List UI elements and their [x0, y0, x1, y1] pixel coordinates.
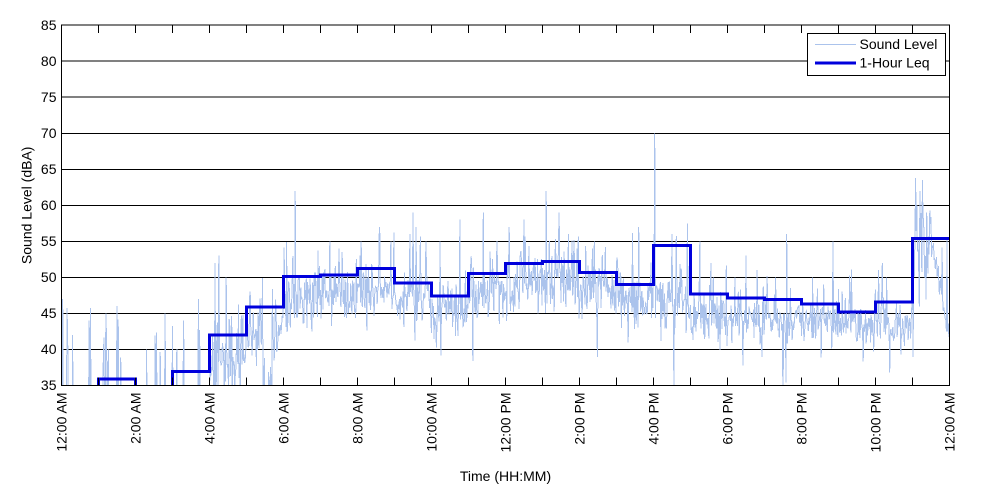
svg-text:60: 60 [41, 197, 57, 213]
svg-text:Sound Level (dBA): Sound Level (dBA) [19, 147, 35, 265]
svg-text:4:00 PM: 4:00 PM [645, 393, 661, 445]
svg-text:35: 35 [41, 377, 57, 393]
svg-text:6:00 PM: 6:00 PM [719, 393, 735, 445]
svg-text:55: 55 [41, 233, 57, 249]
svg-text:6:00 AM: 6:00 AM [275, 393, 291, 444]
svg-text:80: 80 [41, 53, 57, 69]
svg-text:12:00 AM: 12:00 AM [53, 393, 69, 452]
svg-text:75: 75 [41, 89, 57, 105]
svg-text:65: 65 [41, 161, 57, 177]
svg-text:Time (HH:MM): Time (HH:MM) [460, 468, 551, 484]
svg-text:2:00 PM: 2:00 PM [571, 393, 587, 445]
svg-text:1-Hour Leq: 1-Hour Leq [860, 55, 930, 71]
svg-text:85: 85 [41, 17, 57, 33]
svg-text:40: 40 [41, 341, 57, 357]
svg-text:10:00 PM: 10:00 PM [867, 393, 883, 453]
svg-text:Sound Level: Sound Level [860, 36, 938, 52]
svg-text:12:00 AM: 12:00 AM [941, 393, 957, 452]
svg-text:45: 45 [41, 305, 57, 321]
svg-text:50: 50 [41, 269, 57, 285]
svg-text:10:00 AM: 10:00 AM [423, 393, 439, 452]
svg-text:70: 70 [41, 125, 57, 141]
svg-text:12:00 PM: 12:00 PM [497, 393, 513, 453]
svg-text:8:00 AM: 8:00 AM [349, 393, 365, 444]
svg-text:2:00 AM: 2:00 AM [127, 393, 143, 444]
svg-text:4:00 AM: 4:00 AM [201, 393, 217, 444]
svg-text:8:00 PM: 8:00 PM [793, 393, 809, 445]
